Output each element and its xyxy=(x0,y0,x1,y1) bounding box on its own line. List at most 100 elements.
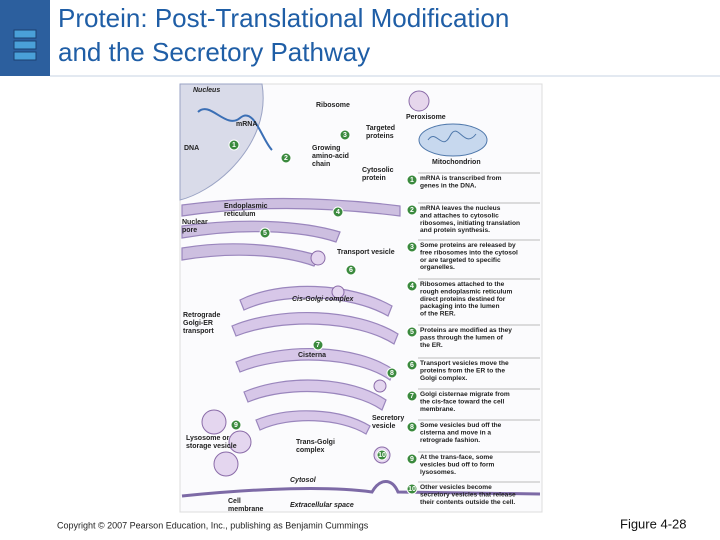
diagram-step-number: 7 xyxy=(316,342,320,349)
step-text: packaging into the lumen xyxy=(420,303,500,310)
step-number: 10 xyxy=(408,486,416,493)
diagram-label: vesicle xyxy=(372,423,395,430)
step-text: direct proteins destined for xyxy=(420,296,506,303)
step-number: 6 xyxy=(410,362,414,369)
diagram-label: reticulum xyxy=(224,211,256,218)
step-text: membrane. xyxy=(420,406,455,413)
mitochondrion-cristae xyxy=(427,130,477,143)
step-text: proteins from the ER to the xyxy=(420,367,505,374)
step-text: Golgi cisternae migrate from xyxy=(420,391,510,398)
step-text: At the trans-face, some xyxy=(420,454,493,461)
diagram-step-marker xyxy=(332,206,344,218)
step-text: and protein synthesis. xyxy=(420,227,490,234)
step-text: rough endoplasmic reticulum xyxy=(420,288,512,295)
step-number: 7 xyxy=(410,393,414,400)
diagram-label: Peroxisome xyxy=(406,114,446,121)
title-line: Protein: Post-Translational Modification xyxy=(58,3,509,33)
diagram-label: protein xyxy=(362,175,386,182)
diagram-label: Nuclear xyxy=(182,219,208,226)
diagram-step-number: 6 xyxy=(349,267,353,274)
nucleus xyxy=(179,83,264,201)
diagram-label: complex xyxy=(296,447,325,454)
step-text: of the RER. xyxy=(420,311,456,318)
peroxisome xyxy=(408,90,430,112)
diagram-label: Cytosol xyxy=(290,477,317,484)
diagram-label: Secretory xyxy=(372,415,404,422)
diagram-step-marker xyxy=(312,339,324,351)
step-text: cisterna and move in a xyxy=(420,429,491,436)
step-text: mRNA leaves the nucleus xyxy=(420,205,501,212)
step-text: and attaches to cytosolic xyxy=(420,212,499,219)
step-marker xyxy=(406,280,418,292)
diagram-label: amino-acid xyxy=(312,153,349,160)
step-number: 4 xyxy=(410,283,414,290)
diagram-label: Endoplasmic xyxy=(224,203,268,210)
figure xyxy=(179,83,543,513)
step-text: or are targeted to specific xyxy=(420,257,501,264)
step-marker xyxy=(406,483,418,495)
step-text: mRNA is transcribed from xyxy=(420,175,502,182)
step-text: Some vesicles bud off the xyxy=(420,422,502,429)
diagram-label: proteins xyxy=(366,133,394,140)
diagram-label: storage vesicle xyxy=(186,443,237,450)
er xyxy=(181,197,401,267)
step-text: secretory vesicles that release xyxy=(420,491,516,498)
step-text: the ER. xyxy=(420,342,443,349)
step-number: 1 xyxy=(410,177,414,184)
golgi xyxy=(231,285,399,435)
step-text: Transport vesicles move the xyxy=(420,360,509,367)
step-number: 8 xyxy=(410,424,414,431)
diagram-label: Trans-Golgi xyxy=(296,439,335,446)
cell-membrane xyxy=(181,480,541,498)
diagram-step-number: 9 xyxy=(234,422,238,429)
diagram-label: Cisterna xyxy=(298,352,326,359)
diagram-step-marker xyxy=(230,419,242,431)
diagram-label: membrane xyxy=(228,506,264,513)
diagram-label: Ribosome xyxy=(316,102,350,109)
step-marker xyxy=(406,326,418,338)
step-number: 9 xyxy=(410,456,414,463)
step-text: Ribosomes attached to the xyxy=(420,281,505,288)
diagram-label: chain xyxy=(312,161,330,168)
diagram-step-number: 8 xyxy=(390,370,394,377)
step-number: 3 xyxy=(410,244,414,251)
step-text: ribosomes, initiating translation xyxy=(420,220,520,227)
diagram-label: Growing xyxy=(312,145,340,152)
copyright: Copyright © 2007 Pearson Education, Inc.… xyxy=(57,520,369,530)
step-number: 2 xyxy=(410,207,414,214)
diagram-label: Targeted xyxy=(366,125,395,132)
step-text: pass through the lumen of xyxy=(420,334,504,341)
mrna xyxy=(197,108,273,151)
diagram-label: DNA xyxy=(184,145,199,152)
step-text: free ribosomes into the cytosol xyxy=(420,249,518,256)
step-text: genes in the DNA. xyxy=(420,182,477,189)
step-text: vesicles bud off to form xyxy=(420,461,495,468)
header-icon xyxy=(13,29,37,61)
step-marker xyxy=(406,174,418,186)
step-marker xyxy=(406,421,418,433)
diagram-label: transport xyxy=(183,328,214,335)
diagram-label: Golgi-ER xyxy=(183,320,213,327)
mitochondrion xyxy=(418,123,488,157)
diagram-label: Lysosome or xyxy=(186,435,230,442)
diagram-step-marker xyxy=(280,152,292,164)
diagram-label: Cytosolic xyxy=(362,167,394,174)
diagram-step-number: 3 xyxy=(343,132,347,139)
diagram-label: Extracellular space xyxy=(290,502,354,509)
diagram-step-number: 1 xyxy=(232,142,236,149)
step-text: Golgi complex. xyxy=(420,375,467,382)
diagram-label: mRNA xyxy=(236,121,257,128)
step-text: their contents outside the cell. xyxy=(420,499,515,506)
step-marker xyxy=(406,390,418,402)
step-text: Some proteins are released by xyxy=(420,242,516,249)
diagram-step-number: 5 xyxy=(263,230,267,237)
diagram-label: Mitochondrion xyxy=(432,159,481,166)
diagram-label: Transport vesicle xyxy=(337,249,395,256)
diagram-step-number: 4 xyxy=(336,209,340,216)
diagram-step-marker xyxy=(376,449,388,461)
diagram-label: Nucleus xyxy=(193,87,220,94)
step-text: organelles. xyxy=(420,264,455,271)
vesicles xyxy=(201,250,391,477)
diagram-step-number: 10 xyxy=(378,452,386,459)
